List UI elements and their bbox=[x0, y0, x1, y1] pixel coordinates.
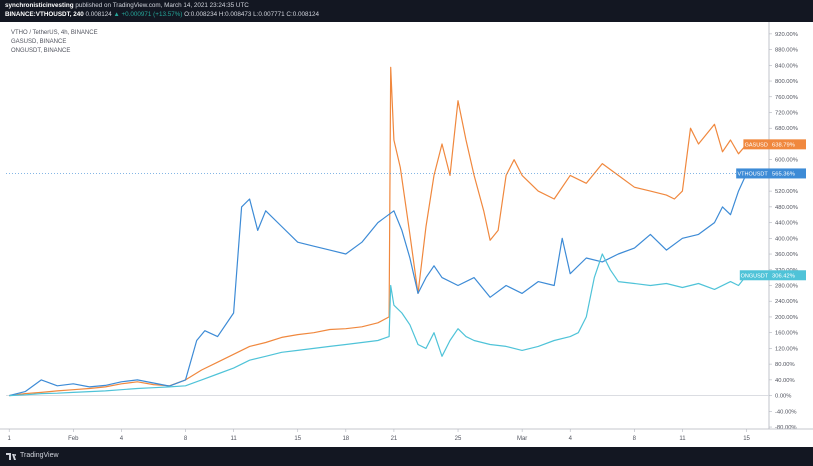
symbol-name[interactable]: BINANCE:VTHOUSDT, 240 bbox=[5, 11, 84, 18]
y-tick-label: 800.00% bbox=[775, 79, 798, 85]
y-tick-label: 40.00% bbox=[775, 378, 795, 384]
y-tick-label: 680.00% bbox=[775, 126, 798, 132]
publish-line: synchronisticinvesting published on Trad… bbox=[5, 2, 249, 10]
series-name-tag bbox=[743, 139, 769, 150]
y-tick-label: 520.00% bbox=[775, 189, 798, 195]
y-tick-label: 80.00% bbox=[775, 362, 795, 368]
y-tick-label: 600.00% bbox=[775, 158, 798, 164]
y-tick-label: -40.00% bbox=[775, 409, 797, 415]
y-tick-label: 120.00% bbox=[775, 346, 798, 352]
x-tick-label: Mar bbox=[517, 436, 527, 442]
y-tick-label: 0.00% bbox=[775, 394, 791, 400]
legend-entry: VTHO / TetherUS, 4h, BINANCE bbox=[11, 30, 98, 36]
tradingview-logo-icon bbox=[6, 453, 17, 460]
x-tick-label: 21 bbox=[391, 436, 398, 442]
series-value-tag bbox=[769, 139, 806, 150]
x-tick-label: 1 bbox=[8, 436, 12, 442]
tradingview-brand[interactable]: TradingView bbox=[20, 452, 59, 459]
y-tick-label: 880.00% bbox=[775, 48, 798, 54]
y-tick-label: 480.00% bbox=[775, 205, 798, 211]
last-value-tags: GASUSD 638.79% VTHOUSDT 565.36% ONGUSDT 306.4… bbox=[736, 139, 806, 281]
symbol-ohlc-line: BINANCE:VTHOUSDT, 240 0.008124 ▲ +0.0009… bbox=[5, 11, 319, 19]
legend-entry: ONGUSDT, BINANCE bbox=[11, 48, 70, 54]
y-tick-label: 160.00% bbox=[775, 331, 798, 337]
series-line-ongusdt bbox=[9, 253, 748, 397]
y-tick-label: 440.00% bbox=[775, 221, 798, 227]
series-value-tag-label: 565.36% bbox=[772, 171, 795, 177]
series-name-tag-label: VTHOUSDT bbox=[737, 171, 768, 177]
series-line-vthousdt bbox=[9, 173, 748, 397]
x-axis: 1 Feb 4 8 11 15 18 21 25 Mar 4 8 11 15 bbox=[0, 428, 813, 442]
chart-header-bar: synchronisticinvesting published on Trad… bbox=[0, 0, 813, 22]
y-tick-label: 920.00% bbox=[775, 32, 798, 38]
series-name-tag-label: ONGUSDT bbox=[741, 273, 769, 279]
y-tick-label: 240.00% bbox=[775, 299, 798, 305]
chart-svg: VTHO / TetherUS, 4h, BINANCE GASUSD, BINA… bbox=[0, 22, 813, 447]
series-value-tag bbox=[769, 270, 806, 281]
chart-legend: VTHO / TetherUS, 4h, BINANCE GASUSD, BINA… bbox=[11, 30, 98, 54]
y-tick-label: 840.00% bbox=[775, 63, 798, 69]
x-tick-label: 18 bbox=[342, 436, 349, 442]
x-tick-label: Feb bbox=[68, 436, 79, 442]
y-tick-label: 280.00% bbox=[775, 283, 798, 289]
series-name-tag-label: GASUSD bbox=[745, 142, 768, 148]
y-tick-label: 200.00% bbox=[775, 315, 798, 321]
x-tick-label: 11 bbox=[231, 436, 238, 442]
ohlc-values: O:0.008234 H:0.008473 L:0.007771 C:0.008… bbox=[184, 11, 319, 18]
legend-entry: GASUSD, BINANCE bbox=[11, 39, 66, 45]
series-value-tag-label: 306.42% bbox=[772, 273, 795, 279]
y-tick-label: 720.00% bbox=[775, 110, 798, 116]
series-value-tag-label: 638.79% bbox=[772, 142, 795, 148]
y-tick-label: 360.00% bbox=[775, 252, 798, 258]
x-tick-label: 25 bbox=[455, 436, 462, 442]
published-text: published on TradingView.com, March 14, … bbox=[75, 2, 249, 9]
plot-area bbox=[6, 66, 769, 397]
x-tick-label: 8 bbox=[184, 436, 188, 442]
y-tick-label: 400.00% bbox=[775, 236, 798, 242]
x-tick-label: 4 bbox=[120, 436, 124, 442]
x-tick-label: 15 bbox=[294, 436, 301, 442]
x-tick-label: 15 bbox=[743, 436, 750, 442]
price-change: ▲ +0.000971 (+13.57%) bbox=[113, 11, 183, 18]
last-price: 0.008124 bbox=[85, 11, 112, 18]
x-tick-label: 11 bbox=[679, 436, 686, 442]
chart-footer-bar: TradingView bbox=[0, 447, 813, 466]
series-name-tag bbox=[736, 168, 769, 179]
y-tick-label: 760.00% bbox=[775, 95, 798, 101]
y-tick-label: -80.00% bbox=[775, 425, 797, 431]
x-tick-label: 8 bbox=[633, 436, 637, 442]
publisher-name[interactable]: synchronisticinvesting bbox=[5, 2, 74, 9]
series-name-tag bbox=[739, 270, 769, 281]
series-value-tag bbox=[769, 168, 806, 179]
x-tick-label: 4 bbox=[569, 436, 573, 442]
